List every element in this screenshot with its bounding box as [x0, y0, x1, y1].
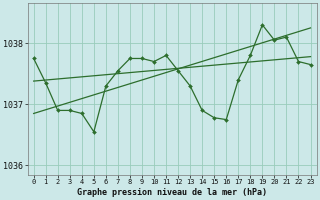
X-axis label: Graphe pression niveau de la mer (hPa): Graphe pression niveau de la mer (hPa) [77, 188, 267, 197]
